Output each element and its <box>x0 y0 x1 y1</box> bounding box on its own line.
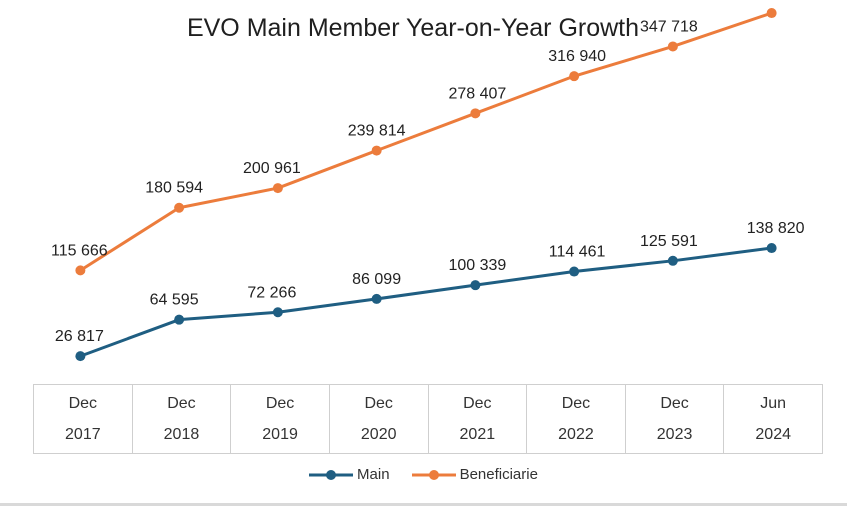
x-tick-line: 2019 <box>262 426 298 443</box>
x-tick-line: Dec <box>167 395 196 412</box>
data-label: 347 718 <box>640 18 698 35</box>
x-tick-line: Dec <box>660 395 689 412</box>
legend: Main Beneficiarie <box>0 466 847 483</box>
x-tick-label: Dec 2023 <box>624 385 724 453</box>
legend-label: Main <box>357 466 390 483</box>
data-point <box>174 314 185 325</box>
data-label: 26 817 <box>55 328 104 345</box>
x-tick-line: Dec <box>561 395 591 412</box>
series-line-main <box>79 246 772 358</box>
x-tick-line: Jun <box>760 395 787 412</box>
legend-marker-icon <box>309 469 354 480</box>
series-beneficiarie: 115 666 180 594 200 961 239 814 278 407 316 9… <box>51 0 805 276</box>
legend-label: Beneficiarie <box>459 466 538 483</box>
x-tick-line: Dec <box>364 395 393 412</box>
data-label: 239 814 <box>348 123 406 140</box>
x-tick-line: Dec <box>265 395 295 412</box>
data-point <box>766 8 777 19</box>
legend-item: Beneficiarie <box>411 466 538 483</box>
x-tick-line: Dec <box>68 395 98 412</box>
series-line-beneficiarie <box>79 11 773 272</box>
data-point <box>272 183 283 194</box>
x-tick-label: Dec 2020 <box>328 385 428 453</box>
data-point <box>75 351 86 362</box>
legend-item: Main <box>309 466 390 483</box>
x-tick-line: 2024 <box>755 426 791 443</box>
data-point <box>174 202 185 213</box>
x-tick-label: Dec 2018 <box>131 385 231 453</box>
data-point <box>569 71 580 82</box>
x-tick-line: 2023 <box>656 426 693 443</box>
x-tick-line: 2017 <box>65 426 101 443</box>
data-point <box>371 293 382 304</box>
data-point <box>667 255 678 266</box>
data-point <box>766 243 777 254</box>
legend-marker-icon <box>411 469 456 480</box>
x-tick-label: Jun 2024 <box>723 385 823 453</box>
data-label: 316 940 <box>548 48 606 65</box>
series-main: 26 817 64 595 72 266 86 099 100 339 114 461 12… <box>55 220 805 362</box>
data-label: 180 594 <box>145 180 203 197</box>
x-tick-label: Dec 2019 <box>230 385 329 453</box>
data-point <box>75 265 86 276</box>
data-point <box>371 145 382 156</box>
data-label: 64 595 <box>150 292 199 309</box>
data-label: 382 321 <box>747 0 805 2</box>
data-label: 200 961 <box>243 160 301 177</box>
data-label: 138 820 <box>747 220 805 237</box>
x-tick-line: Dec <box>463 395 492 412</box>
data-point <box>569 266 580 277</box>
data-label: 125 591 <box>640 233 698 250</box>
data-point <box>272 307 283 318</box>
data-label: 86 099 <box>352 271 401 288</box>
data-label: 100 339 <box>448 257 506 274</box>
x-axis-table: Dec 2017 Dec 2018 Dec 2019 Dec 2020 Dec 2021 Dec 20… <box>33 384 823 454</box>
data-label: 114 461 <box>549 244 606 261</box>
data-label: 278 407 <box>448 85 506 102</box>
data-point <box>470 280 481 291</box>
x-tick-label: Dec 2022 <box>526 385 625 453</box>
data-label: 115 666 <box>51 242 108 259</box>
x-tick-line: 2022 <box>558 426 594 443</box>
x-tick-line: 2021 <box>459 426 496 443</box>
x-tick-label: Dec 2021 <box>427 385 527 453</box>
data-label: 72 266 <box>247 284 296 301</box>
data-point <box>470 108 481 119</box>
x-tick-label: Dec 2017 <box>33 385 132 453</box>
chart-title: EVO Main Member Year-on-Year Growth <box>186 14 640 42</box>
x-tick-line: 2018 <box>163 426 200 443</box>
data-point <box>667 41 678 52</box>
bottom-divider <box>0 503 847 506</box>
x-tick-line: 2020 <box>360 426 397 443</box>
